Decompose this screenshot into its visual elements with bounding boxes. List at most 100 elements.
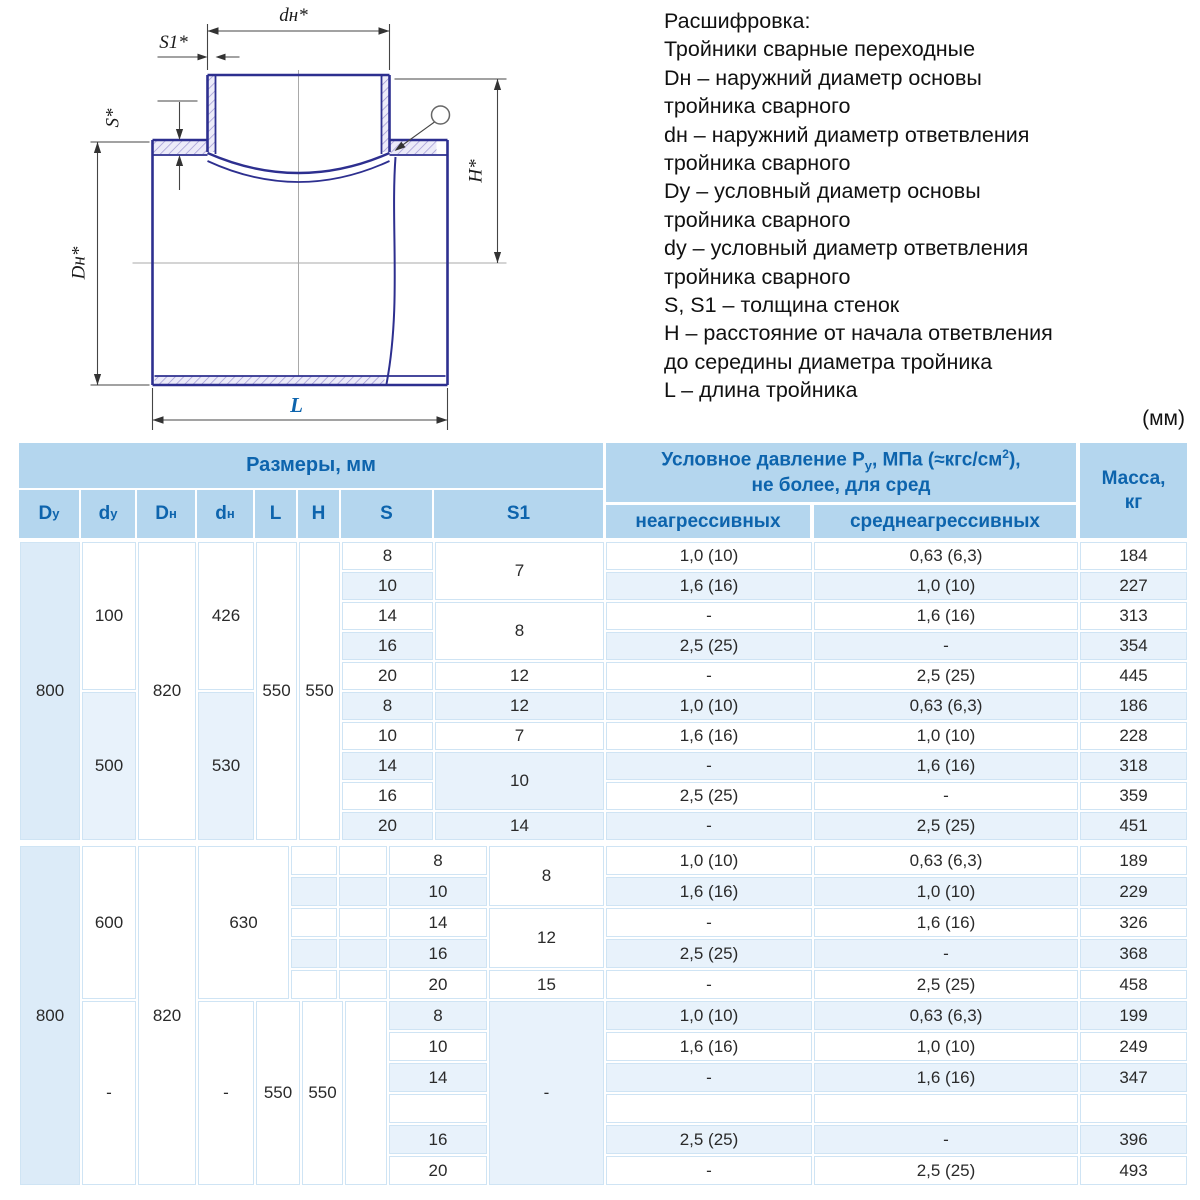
table-section-2: 800 600 820 630 8 8 1,0 (10) 0,63 (6,3) 189 10 1,6… — [18, 844, 1189, 1187]
cell-s1: 12 — [433, 690, 606, 722]
cell-pressure-medaggressive: 1,0 (10) — [812, 720, 1080, 752]
cell-pressure-nonaggressive: - — [604, 906, 814, 939]
header-col-base: S1 — [506, 503, 531, 525]
header-col-medaggressive: среднеагрессивных — [814, 505, 1076, 538]
cell-pressure-nonaggressive: 2,5 (25) — [604, 937, 814, 970]
cell-mass — [1078, 1092, 1189, 1125]
cell-s: 14 — [387, 1061, 489, 1094]
cell-pressure-medaggressive: 1,0 (10) — [812, 1030, 1080, 1063]
cell-mass: 249 — [1078, 1030, 1189, 1063]
cell-mass: 354 — [1078, 630, 1189, 662]
flange-left-hatch — [153, 141, 207, 154]
cell-dn: 630 — [196, 844, 291, 1001]
cell-dy: 600 — [80, 844, 138, 1001]
legend-line: Dн – наружний диаметр основы — [664, 65, 982, 90]
cell-pressure-medaggressive: 0,63 (6,3) — [812, 999, 1080, 1032]
legend-text: Расшифровка: Тройники сварные переходные D… — [664, 7, 1053, 405]
header-col-s: S — [341, 490, 432, 538]
header-col-l: L — [255, 490, 296, 538]
header-col-base: S — [380, 503, 393, 525]
tee-drawing: dн* S1* S* Dн* H* L — [69, 5, 507, 430]
spec-table: Размеры, мм Условное давление Pу, МПа (≈… — [18, 443, 1189, 1187]
cell-pressure-medaggressive: 1,0 (10) — [812, 570, 1080, 602]
header-col-base: d — [215, 503, 227, 525]
legend-line: до середины диаметра тройника — [664, 349, 993, 374]
cell-mass: 189 — [1078, 844, 1189, 877]
legend-line: тройника сварного — [664, 151, 851, 176]
cell-mass: 227 — [1078, 570, 1189, 602]
legend-line: S, S1 – толщина стенок — [664, 293, 900, 318]
legend-line: тройника сварного — [664, 94, 851, 119]
bottom-wall-hatch — [154, 376, 385, 384]
cell-empty — [337, 937, 389, 970]
cell-s1: 12 — [433, 660, 606, 692]
cell-s: 16 — [387, 937, 489, 970]
cell-H: 550 — [297, 540, 342, 842]
cell-pressure-nonaggressive: 1,0 (10) — [604, 690, 814, 722]
cell-pressure-medaggressive: 2,5 (25) — [812, 1154, 1080, 1187]
legend-line: dн – наружний диаметр ответвления — [664, 122, 1030, 147]
cell-s: 20 — [340, 660, 435, 692]
cell-dn: - — [196, 999, 256, 1187]
cell-empty — [289, 937, 339, 970]
cell-s — [387, 1092, 489, 1125]
cell-s: 14 — [340, 600, 435, 632]
cell-mass: 445 — [1078, 660, 1189, 692]
cell-s: 16 — [340, 780, 435, 812]
dimension-arrows — [93, 27, 502, 424]
legend-line: тройника сварного — [664, 207, 851, 232]
dimension-lines — [90, 24, 507, 430]
mass-title-l2: кг — [1124, 491, 1143, 513]
cell-pressure-medaggressive: - — [812, 937, 1080, 970]
cell-mass: 184 — [1078, 540, 1189, 572]
cell-pressure-medaggressive: 0,63 (6,3) — [812, 690, 1080, 722]
cell-dn: 530 — [196, 690, 256, 842]
cell-mass: 396 — [1078, 1123, 1189, 1156]
cell-pressure-nonaggressive: - — [604, 1154, 814, 1187]
cell-mass: 347 — [1078, 1061, 1189, 1094]
cell-pressure-medaggressive: 1,0 (10) — [812, 875, 1080, 908]
cell-s: 14 — [340, 750, 435, 782]
cell-pressure-medaggressive: 0,63 (6,3) — [812, 540, 1080, 572]
cell-s: 14 — [387, 906, 489, 939]
header-col-mass: Масса, кг — [1080, 443, 1187, 538]
cell-s: 20 — [340, 810, 435, 842]
cell-s1: 8 — [487, 844, 606, 908]
cell-empty — [337, 875, 389, 908]
cell-s: 20 — [387, 968, 489, 1001]
cell-mass: 318 — [1078, 750, 1189, 782]
cell-Dn: 820 — [136, 540, 198, 842]
cell-s1: 12 — [487, 906, 606, 970]
cell-s1: 10 — [433, 750, 606, 812]
cell-mass: 199 — [1078, 999, 1189, 1032]
header-col-subscript: н — [168, 506, 177, 522]
cell-empty — [289, 875, 339, 908]
cell-pressure-medaggressive: - — [812, 780, 1080, 812]
cell-pressure-nonaggressive: 1,6 (16) — [604, 570, 814, 602]
legend-line: Dy – условный диаметр основы — [664, 179, 981, 204]
cell-s: 10 — [387, 1030, 489, 1063]
cell-pressure-nonaggressive: 2,5 (25) — [604, 780, 814, 812]
header-col-subscript: у — [110, 506, 118, 522]
cell-mass: 368 — [1078, 937, 1189, 970]
cell-empty — [289, 844, 339, 877]
table-section-1: 800 100 820 426 550 550 8 7 1,0 (10) 0,63 (6,3) 18… — [18, 540, 1189, 842]
cell-pressure-medaggressive: 2,5 (25) — [812, 810, 1080, 842]
legend-line: тройника сварного — [664, 264, 851, 289]
header-sizes-title: Размеры, мм — [19, 443, 603, 488]
pressure-title-sup: 2 — [1002, 447, 1009, 462]
cell-pressure-medaggressive: 1,6 (16) — [812, 1061, 1080, 1094]
cell-dn: 426 — [196, 540, 256, 692]
header-col-s1: S1 — [434, 490, 603, 538]
cell-s: 10 — [340, 720, 435, 752]
cell-s: 20 — [387, 1154, 489, 1187]
cell-Dn: 820 — [136, 844, 198, 1187]
cell-L: 550 — [254, 540, 299, 842]
cell-pressure-nonaggressive — [604, 1092, 814, 1125]
cell-pressure-nonaggressive: 1,0 (10) — [604, 844, 814, 877]
legend-line: Тройники сварные переходные — [664, 37, 976, 62]
cell-dy: - — [80, 999, 138, 1187]
cell-pressure-nonaggressive: - — [604, 810, 814, 842]
